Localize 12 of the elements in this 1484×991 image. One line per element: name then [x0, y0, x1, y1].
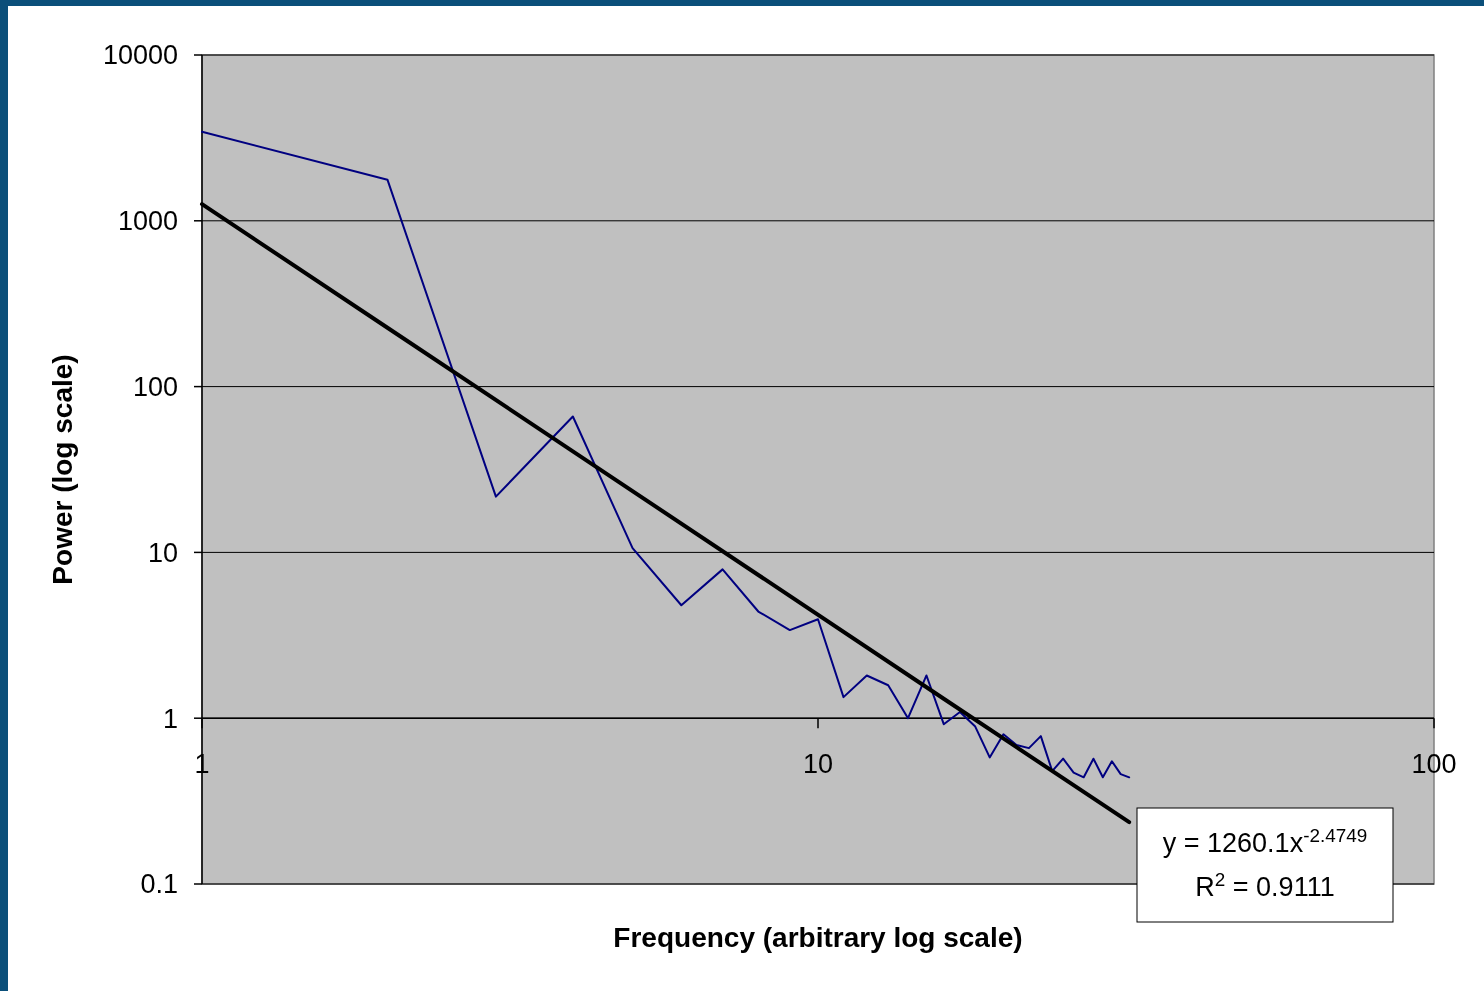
annotation: y = 1260.1x$^{-2.4749}$	[1162, 824, 1368, 858]
y-tick-label: 10000	[102, 40, 178, 71]
y-tick-label: 10	[147, 537, 178, 568]
annotation: R$^{2}$ = 0.9111	[1195, 868, 1335, 902]
y-tick-label: 100	[132, 372, 178, 403]
x-axis-title: Frequency (arbitrary log scale)	[613, 922, 1023, 953]
x-tick-label: 100	[1411, 749, 1457, 780]
y-tick-label: 1	[162, 703, 178, 734]
y-axis-title: Power (log scale)	[47, 354, 78, 585]
y-tick-label: 1000	[117, 206, 178, 237]
y-tick-label: 0.1	[140, 869, 178, 900]
x-tick-label: 10	[802, 749, 834, 780]
